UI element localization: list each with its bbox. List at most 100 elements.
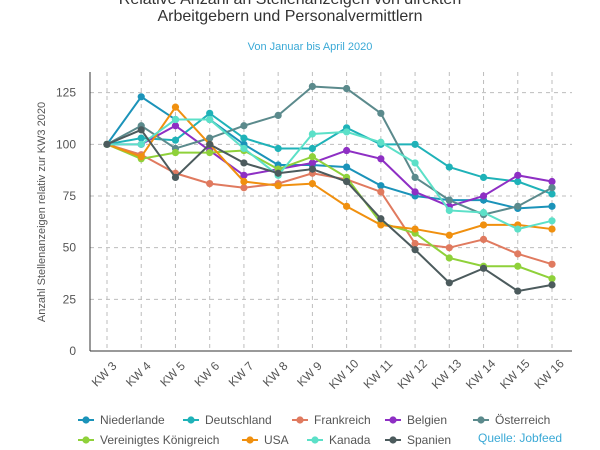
- data-point: [274, 111, 282, 119]
- legend-item: Österreich: [473, 413, 550, 427]
- x-tick-label: KW 9: [294, 359, 325, 390]
- data-point: [343, 146, 351, 155]
- data-point: [274, 144, 282, 153]
- data-point: [308, 180, 316, 188]
- series-line: [106, 143, 553, 280]
- data-point: [137, 126, 145, 134]
- series-7: [103, 103, 556, 239]
- data-point: [445, 279, 453, 287]
- legend-label: Spanien: [407, 433, 451, 447]
- data-point: [445, 244, 453, 252]
- legend-item: Deutschland: [183, 413, 272, 427]
- source-label: Quelle: Jobfeed: [478, 431, 562, 445]
- legend-swatch-marker: [389, 436, 397, 444]
- data-point: [171, 122, 180, 130]
- data-point: [308, 82, 316, 91]
- data-point: [548, 202, 556, 210]
- legend-swatch-marker: [246, 436, 254, 444]
- data-point: [240, 177, 248, 186]
- data-point: [514, 177, 522, 186]
- y-axis-label: Anzahl Stellenanzeigen relativ zur KW3 2…: [36, 102, 48, 322]
- data-point: [377, 182, 385, 190]
- data-point: [137, 93, 145, 101]
- x-tick-label: KW 8: [260, 359, 291, 390]
- series-line: [107, 124, 553, 208]
- legend-item: Kanada: [307, 433, 371, 447]
- data-point: [445, 196, 453, 204]
- y-tick-label: 25: [63, 292, 77, 306]
- x-tick-label: KW 13: [429, 356, 465, 392]
- x-tick-label: KW 7: [226, 359, 257, 390]
- data-point: [240, 122, 248, 130]
- legend-item: Frankreich: [292, 413, 371, 427]
- series-line: [106, 105, 553, 237]
- y-tick-label: 75: [63, 189, 77, 203]
- data-point: [308, 144, 316, 153]
- series-line: [106, 112, 553, 195]
- x-tick-label: KW 10: [326, 356, 362, 392]
- data-point: [411, 225, 419, 233]
- y-tick-label: 125: [56, 86, 76, 100]
- data-point: [206, 134, 214, 142]
- data-point: [445, 206, 453, 215]
- series-3: [103, 140, 556, 268]
- legend-item: Belgien: [385, 413, 447, 427]
- legend-label: Vereinigtes Königreich: [100, 433, 219, 447]
- data-point: [411, 239, 419, 248]
- data-point: [240, 144, 248, 153]
- series-6: [103, 140, 556, 283]
- data-point: [445, 254, 453, 262]
- chart-title-line-1: Relative Anzahl an Stellenanzeigen von d…: [119, 0, 461, 8]
- data-point: [548, 177, 556, 186]
- legend-item: USA: [242, 433, 289, 447]
- data-point: [206, 149, 214, 157]
- data-point: [240, 159, 248, 167]
- legend-item: Spanien: [385, 433, 451, 447]
- data-point: [548, 190, 556, 198]
- data-point: [514, 287, 522, 295]
- data-point: [171, 115, 180, 124]
- x-tick-label: KW 4: [123, 359, 154, 390]
- legend-swatch-marker: [296, 416, 304, 424]
- legend-swatch-marker: [82, 436, 90, 444]
- data-point: [206, 115, 214, 124]
- legend-label: Österreich: [495, 413, 550, 427]
- data-point: [548, 281, 556, 289]
- data-point: [343, 84, 351, 93]
- legend-label: USA: [264, 433, 289, 447]
- data-point: [206, 109, 214, 117]
- data-point: [308, 159, 316, 167]
- data-point: [548, 260, 556, 268]
- data-point: [377, 221, 385, 229]
- data-point: [479, 221, 488, 229]
- series-5: [103, 82, 556, 219]
- legend-item: Vereinigtes Königreich: [78, 433, 219, 447]
- data-point: [240, 171, 248, 179]
- data-point: [206, 180, 214, 188]
- x-tick-label: KW 11: [361, 357, 396, 392]
- x-tick-label: KW 14: [463, 356, 499, 392]
- data-point: [171, 149, 180, 157]
- data-point: [171, 103, 180, 111]
- data-point: [548, 184, 556, 192]
- chart-title-line-2: Arbeitgebern und Personalvermittlern: [157, 8, 422, 25]
- data-point: [377, 109, 385, 117]
- data-point: [171, 173, 180, 181]
- series-line: [106, 143, 553, 266]
- data-point: [411, 140, 419, 148]
- data-point: [137, 140, 145, 148]
- data-point: [137, 153, 145, 161]
- series-line: [106, 128, 553, 293]
- data-point: [479, 235, 488, 243]
- data-point: [548, 225, 556, 233]
- data-point: [308, 130, 316, 138]
- data-point: [308, 165, 316, 173]
- data-point: [411, 173, 419, 181]
- data-point: [343, 128, 351, 136]
- data-point: [240, 184, 248, 192]
- legend-swatch-marker: [311, 436, 319, 444]
- chart-subtitle: Von Januar bis April 2020: [248, 41, 373, 53]
- data-point: [240, 134, 248, 142]
